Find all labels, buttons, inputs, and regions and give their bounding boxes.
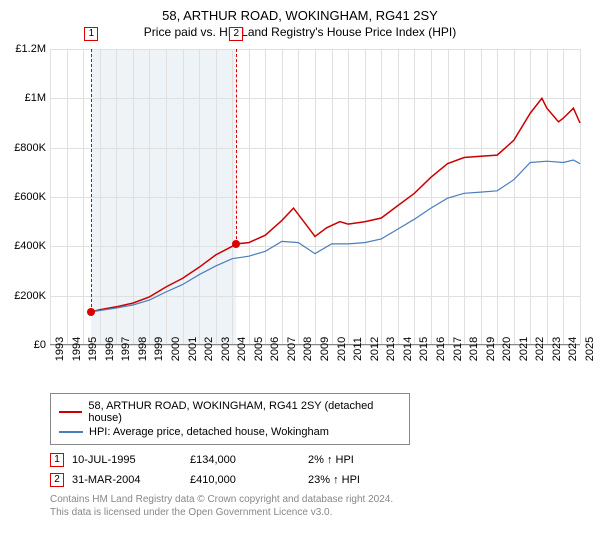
x-tick-label: 2016 bbox=[435, 337, 447, 361]
x-tick-label: 2006 bbox=[269, 337, 281, 361]
transactions-table: 1 10-JUL-1995 £134,000 2% ↑ HPI 2 31-MAR… bbox=[50, 453, 588, 487]
legend-label: 58, ARTHUR ROAD, WOKINGHAM, RG41 2SY (de… bbox=[88, 400, 401, 424]
x-tick-label: 2017 bbox=[452, 337, 464, 361]
y-tick-label: £800K bbox=[10, 142, 46, 154]
txn-price: £410,000 bbox=[190, 474, 300, 486]
legend-swatch bbox=[59, 431, 83, 433]
x-tick-label: 2002 bbox=[203, 337, 215, 361]
x-tick-label: 2014 bbox=[402, 337, 414, 361]
txn-date: 10-JUL-1995 bbox=[72, 454, 182, 466]
y-tick-label: £400K bbox=[10, 240, 46, 252]
x-tick-label: 2010 bbox=[336, 337, 348, 361]
x-tick-label: 2019 bbox=[485, 337, 497, 361]
x-tick-label: 2007 bbox=[286, 337, 298, 361]
x-tick-label: 2009 bbox=[319, 337, 331, 361]
txn-change: 2% ↑ HPI bbox=[308, 454, 418, 466]
x-tick-label: 2012 bbox=[369, 337, 381, 361]
table-row: 2 31-MAR-2004 £410,000 23% ↑ HPI bbox=[50, 473, 588, 487]
x-tick-label: 2004 bbox=[236, 337, 248, 361]
x-tick-label: 1994 bbox=[71, 337, 83, 361]
legend-swatch bbox=[59, 411, 82, 413]
y-tick-label: £600K bbox=[10, 191, 46, 203]
x-tick-label: 2000 bbox=[170, 337, 182, 361]
x-tick-label: 2015 bbox=[418, 337, 430, 361]
legend-item: 58, ARTHUR ROAD, WOKINGHAM, RG41 2SY (de… bbox=[59, 400, 401, 424]
price-chart: 12 £0£200K£400K£600K£800K£1M£1.2M1993199… bbox=[12, 45, 588, 385]
x-tick-label: 2024 bbox=[567, 337, 579, 361]
txn-change: 23% ↑ HPI bbox=[308, 474, 418, 486]
txn-price: £134,000 bbox=[190, 454, 300, 466]
chart-marker: 2 bbox=[229, 27, 243, 41]
chart-legend: 58, ARTHUR ROAD, WOKINGHAM, RG41 2SY (de… bbox=[50, 393, 410, 445]
x-tick-label: 2025 bbox=[584, 337, 596, 361]
marker-badge: 2 bbox=[50, 473, 64, 487]
y-tick-label: £200K bbox=[10, 290, 46, 302]
table-row: 1 10-JUL-1995 £134,000 2% ↑ HPI bbox=[50, 453, 588, 467]
marker-badge: 1 bbox=[50, 453, 64, 467]
x-tick-label: 1998 bbox=[137, 337, 149, 361]
x-tick-label: 2022 bbox=[534, 337, 546, 361]
x-tick-label: 2008 bbox=[302, 337, 314, 361]
x-tick-label: 2005 bbox=[253, 337, 265, 361]
x-tick-label: 2018 bbox=[468, 337, 480, 361]
x-tick-label: 2020 bbox=[501, 337, 513, 361]
x-tick-label: 2013 bbox=[385, 337, 397, 361]
x-tick-label: 1995 bbox=[87, 337, 99, 361]
page-title: 58, ARTHUR ROAD, WOKINGHAM, RG41 2SY bbox=[12, 8, 588, 23]
txn-date: 31-MAR-2004 bbox=[72, 474, 182, 486]
y-tick-label: £1M bbox=[10, 92, 46, 104]
x-tick-label: 1997 bbox=[120, 337, 132, 361]
x-tick-label: 2001 bbox=[187, 337, 199, 361]
legend-item: HPI: Average price, detached house, Woki… bbox=[59, 426, 401, 438]
license-text: Contains HM Land Registry data © Crown c… bbox=[50, 493, 588, 519]
x-tick-label: 2021 bbox=[518, 337, 530, 361]
y-tick-label: £0 bbox=[10, 339, 46, 351]
y-tick-label: £1.2M bbox=[10, 43, 46, 55]
x-tick-label: 2023 bbox=[551, 337, 563, 361]
x-tick-label: 2003 bbox=[220, 337, 232, 361]
x-tick-label: 1999 bbox=[153, 337, 165, 361]
chart-marker: 1 bbox=[84, 27, 98, 41]
x-tick-label: 1996 bbox=[104, 337, 116, 361]
x-tick-label: 1993 bbox=[54, 337, 66, 361]
x-tick-label: 2011 bbox=[352, 337, 364, 361]
legend-label: HPI: Average price, detached house, Woki… bbox=[89, 426, 329, 438]
